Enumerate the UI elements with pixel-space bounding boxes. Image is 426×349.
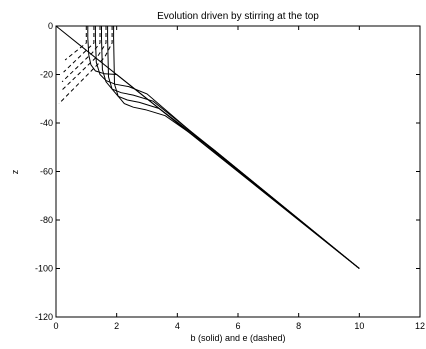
x-tick-label: 8 xyxy=(296,321,301,331)
y-ticks: 0 -20 -40 -60 -80 -100 -120 xyxy=(35,21,420,322)
y-tick-label: -80 xyxy=(40,215,53,225)
y-axis-label: z xyxy=(10,169,20,174)
x-tick-label: 0 xyxy=(53,321,58,331)
b-profile-line-4 xyxy=(107,26,360,269)
b-profile-line-1 xyxy=(87,26,360,269)
series-layer xyxy=(55,25,360,269)
y-tick-label: -100 xyxy=(35,264,53,274)
chart-title: Evolution driven by stirring at the top xyxy=(157,11,319,22)
y-tick-label: -40 xyxy=(40,118,53,128)
x-tick-label: 4 xyxy=(175,321,180,331)
e-profile-line-6 xyxy=(64,26,87,61)
y-tick-label: -60 xyxy=(40,167,53,177)
x-tick-label: 10 xyxy=(354,321,364,331)
x-ticks: 0 2 4 6 8 10 12 xyxy=(53,26,425,331)
e-profile-line-8 xyxy=(61,26,101,83)
x-axis-label: b (solid) and e (dashed) xyxy=(190,333,285,343)
y-tick-label: -20 xyxy=(40,70,53,80)
y-tick-label: 0 xyxy=(48,21,53,31)
x-tick-label: 6 xyxy=(235,321,240,331)
e-profile-line-10 xyxy=(58,26,113,104)
b-profile-line-5 xyxy=(113,26,360,269)
e-profile-line-9 xyxy=(60,26,107,92)
y-tick-label: -120 xyxy=(35,312,53,322)
e-profile-line-7 xyxy=(63,26,95,73)
x-tick-label: 2 xyxy=(114,321,119,331)
x-tick-label: 12 xyxy=(415,321,425,331)
